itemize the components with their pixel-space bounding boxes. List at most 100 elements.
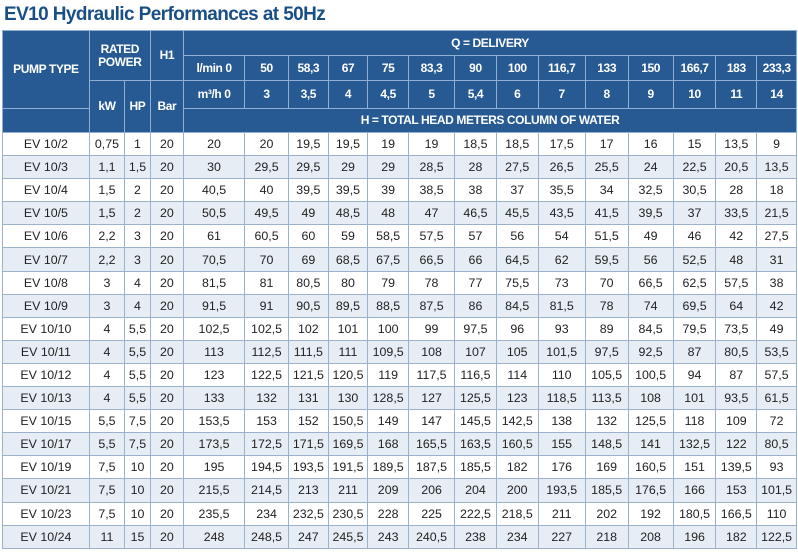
head-value-cell: 59,5 — [584, 247, 629, 272]
table-body: EV 10/2 0,75 1 20 20 20 19,5 19,5 19 19 18,5 18,5 17… — [2, 131, 797, 549]
table-row: EV 10/15 5,5 7,5 20 153,5 153 152 150,5 149 147 14… — [2, 409, 797, 434]
head-value-cell: 122,5 — [756, 524, 797, 549]
head-value-cell: 28 — [715, 178, 758, 203]
hp-cell: 3 — [124, 247, 151, 272]
head-value-cell: 105 — [495, 339, 539, 364]
head-value-cell: 145,5 — [454, 409, 497, 434]
head-value-cell: 19 — [367, 131, 409, 157]
head-value-cell: 66,5 — [407, 247, 456, 272]
head-value-cell: 155 — [537, 432, 586, 457]
head-value-cell: 66,5 — [627, 270, 674, 295]
head-value-cell: 182 — [495, 455, 539, 480]
head-value-cell: 52,5 — [672, 247, 717, 272]
head-value-cell: 116,5 — [454, 362, 497, 388]
head-value-cell: 123 — [495, 386, 539, 411]
head-value-cell: 99 — [407, 316, 456, 341]
hp-cell: 15 — [124, 524, 151, 549]
head-value-cell: 72 — [756, 409, 797, 434]
head-value-cell: 93 — [756, 455, 797, 480]
head-value-cell: 75,5 — [495, 270, 539, 295]
h1-bar-cell: 20 — [149, 409, 185, 434]
head-value-cell: 118 — [672, 409, 717, 434]
head-value-cell: 45,5 — [495, 201, 539, 226]
head-value-cell: 160,5 — [627, 455, 674, 480]
head-value-cell: 169 — [584, 455, 629, 480]
flow-lmin-cell: 90 — [454, 55, 497, 81]
head-value-cell: 18,5 — [495, 131, 539, 157]
head-value-cell: 110 — [756, 501, 797, 526]
head-value-cell: 193,5 — [288, 455, 329, 480]
flow-m3h-cell: 10 — [672, 80, 717, 109]
head-value-cell: 97,5 — [584, 339, 629, 364]
head-value-cell: 165,5 — [407, 432, 456, 457]
kw-cell: 11 — [88, 524, 126, 549]
kw-cell: 1,5 — [88, 178, 126, 203]
head-value-cell: 48,5 — [327, 201, 369, 226]
head-value-cell: 113,5 — [584, 386, 629, 411]
h1-bar-cell: 20 — [149, 316, 185, 341]
head-value-cell: 113 — [183, 339, 246, 364]
head-value-cell: 39,5 — [327, 178, 369, 203]
table-row: EV 10/9 3 4 20 91,5 91 90,5 89,5 88,5 87,5 86 84,5 8… — [2, 293, 797, 318]
h1-bar-cell: 20 — [149, 155, 185, 180]
h1-bar-cell: 20 — [149, 293, 185, 318]
head-value-cell: 37 — [495, 178, 539, 203]
head-value-cell: 74 — [627, 293, 674, 318]
head-value-cell: 81 — [244, 270, 290, 295]
head-value-cell: 240,5 — [407, 524, 456, 549]
head-value-cell: 194,5 — [244, 455, 290, 480]
head-value-cell: 102,5 — [183, 316, 246, 341]
head-value-cell: 49 — [288, 201, 329, 226]
kw-cell: 5,5 — [88, 409, 126, 434]
flow-m3h-cell: 8 — [584, 80, 629, 109]
head-value-cell: 80,5 — [756, 432, 797, 457]
head-value-cell: 232,5 — [288, 501, 329, 526]
head-value-cell: 173,5 — [183, 432, 246, 457]
head-value-cell: 22,5 — [672, 155, 717, 180]
flow-m3h-cell: 6 — [495, 80, 539, 109]
head-value-cell: 62,5 — [672, 270, 717, 295]
flow-m3h-cell: 3 — [244, 80, 290, 109]
head-value-cell: 101 — [672, 386, 717, 411]
head-value-cell: 142,5 — [495, 409, 539, 434]
head-value-cell: 64 — [715, 293, 758, 318]
head-value-cell: 123 — [183, 362, 246, 388]
kw-cell: 7,5 — [88, 501, 126, 526]
head-value-cell: 69,5 — [672, 293, 717, 318]
head-value-cell: 222,5 — [454, 501, 497, 526]
hp-cell: 5,5 — [124, 339, 151, 364]
h1-bar-cell: 20 — [149, 478, 185, 503]
head-value-cell: 227 — [537, 524, 586, 549]
head-value-cell: 27,5 — [495, 155, 539, 180]
head-value-cell: 46 — [672, 224, 717, 249]
head-value-cell: 79 — [367, 270, 409, 295]
head-value-cell: 15 — [672, 131, 717, 157]
h1-bar-cell: 20 — [149, 524, 185, 549]
pump-type-cell: EV 10/11 — [2, 339, 90, 364]
pump-type-header: PUMP TYPE — [2, 30, 90, 109]
head-value-cell: 108 — [627, 386, 674, 411]
head-value-cell: 39 — [367, 178, 409, 203]
head-value-cell: 24 — [627, 155, 674, 180]
head-value-cell: 19,5 — [327, 131, 369, 157]
table-row: EV 10/11 4 5,5 20 113 112,5 111,5 111 109,5 108 10… — [2, 339, 797, 364]
head-value-cell: 42 — [715, 224, 758, 249]
head-value-cell: 86 — [454, 293, 497, 318]
hp-cell: 4 — [124, 270, 151, 295]
pump-type-cell: EV 10/12 — [2, 362, 90, 388]
head-value-cell: 185,5 — [584, 478, 629, 503]
table-row: EV 10/7 2,2 3 20 70,5 70 69 68,5 67,5 66,5 66 64,5 6… — [2, 247, 797, 272]
head-value-cell: 127 — [407, 386, 456, 411]
h1-bar-cell: 20 — [149, 455, 185, 480]
table-row: EV 10/13 4 5,5 20 133 132 131 130 128,5 127 125,5 1… — [2, 386, 797, 411]
head-value-cell: 29 — [367, 155, 409, 180]
hp-cell: 3 — [124, 224, 151, 249]
head-value-cell: 148,5 — [584, 432, 629, 457]
head-value-cell: 150,5 — [327, 409, 369, 434]
head-value-cell: 208 — [627, 524, 674, 549]
head-value-cell: 19,5 — [288, 131, 329, 157]
hp-cell: 7,5 — [124, 432, 151, 457]
head-value-cell: 88,5 — [367, 293, 409, 318]
head-value-cell: 17,5 — [537, 131, 586, 157]
total-head-header: H = TOTAL HEAD METERS COLUMN OF WATER — [183, 108, 797, 133]
